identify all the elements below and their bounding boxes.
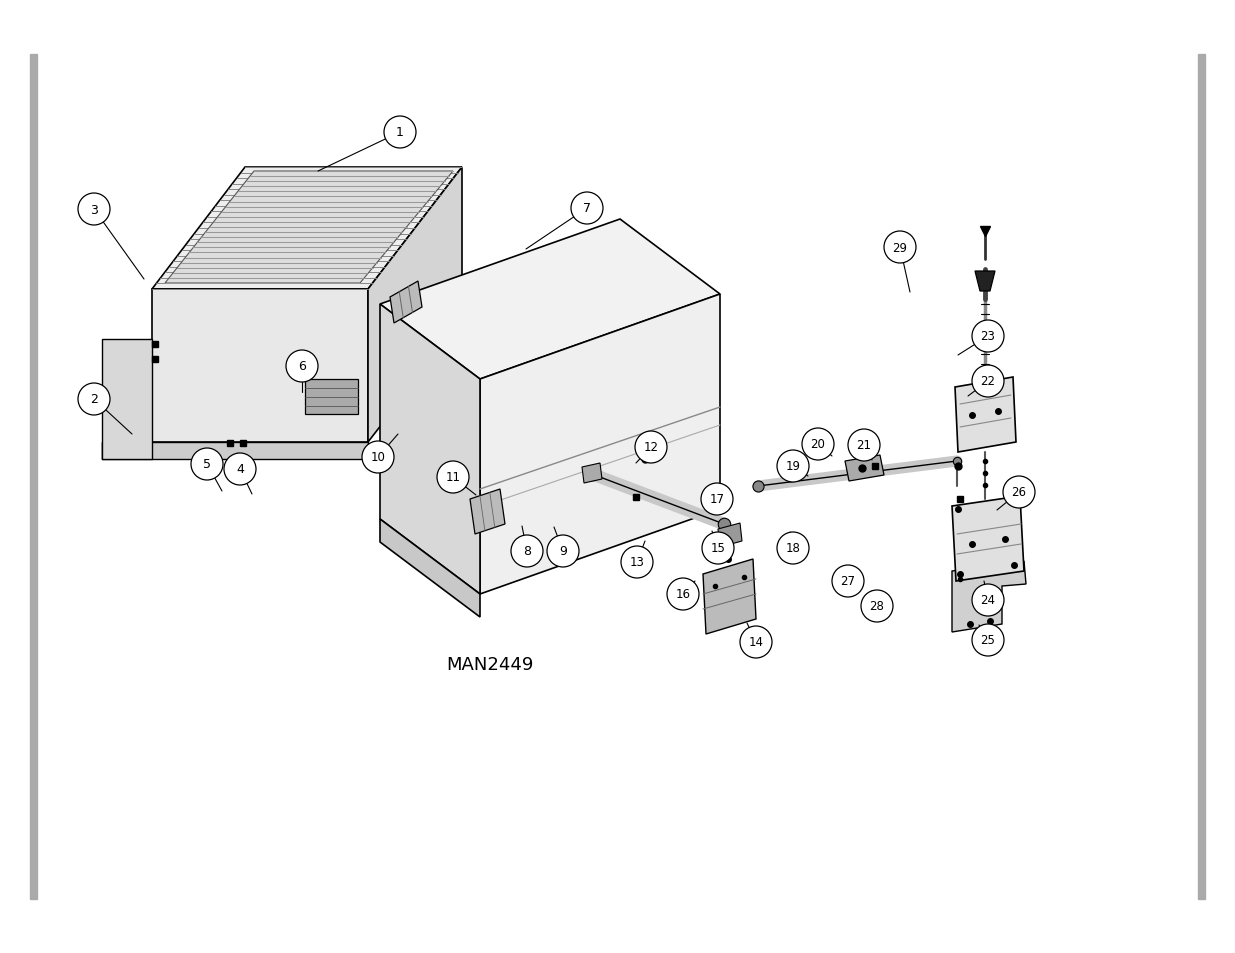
Circle shape — [191, 449, 224, 480]
Text: 27: 27 — [841, 575, 856, 588]
Circle shape — [777, 451, 809, 482]
Circle shape — [972, 584, 1004, 617]
Text: 4: 4 — [236, 463, 245, 476]
Text: 12: 12 — [643, 441, 658, 454]
Polygon shape — [703, 559, 756, 635]
Circle shape — [571, 193, 603, 225]
Polygon shape — [103, 339, 152, 459]
Circle shape — [972, 624, 1004, 657]
Polygon shape — [471, 490, 505, 535]
Circle shape — [884, 232, 916, 264]
Circle shape — [667, 578, 699, 610]
Polygon shape — [368, 168, 462, 442]
Circle shape — [621, 546, 653, 578]
Polygon shape — [103, 442, 368, 459]
Polygon shape — [390, 282, 422, 324]
Circle shape — [777, 533, 809, 564]
Text: 22: 22 — [981, 375, 995, 388]
Polygon shape — [380, 305, 480, 595]
Text: 20: 20 — [810, 438, 825, 451]
Polygon shape — [165, 172, 453, 284]
Text: 26: 26 — [1011, 486, 1026, 499]
Text: 15: 15 — [710, 542, 725, 555]
Text: 28: 28 — [869, 599, 884, 613]
Bar — [30, 55, 37, 899]
Polygon shape — [152, 290, 368, 442]
Circle shape — [384, 117, 416, 149]
Text: 11: 11 — [446, 471, 461, 484]
Polygon shape — [952, 497, 1024, 581]
Text: 3: 3 — [90, 203, 98, 216]
Polygon shape — [974, 272, 995, 292]
Text: 19: 19 — [785, 460, 800, 473]
Text: 16: 16 — [676, 588, 690, 601]
Circle shape — [972, 320, 1004, 353]
Text: 14: 14 — [748, 636, 763, 649]
Text: 9: 9 — [559, 545, 567, 558]
Circle shape — [1003, 476, 1035, 509]
Circle shape — [701, 483, 734, 516]
Circle shape — [740, 626, 772, 659]
Circle shape — [802, 429, 834, 460]
Circle shape — [861, 590, 893, 622]
Text: 2: 2 — [90, 393, 98, 406]
Polygon shape — [152, 168, 462, 290]
Polygon shape — [380, 519, 480, 618]
Circle shape — [78, 193, 110, 226]
Text: MAN2449: MAN2449 — [446, 656, 534, 673]
Text: 29: 29 — [893, 241, 908, 254]
Polygon shape — [952, 561, 1026, 633]
Polygon shape — [718, 523, 742, 547]
Polygon shape — [955, 377, 1016, 453]
Circle shape — [972, 366, 1004, 397]
Circle shape — [511, 536, 543, 567]
Text: 23: 23 — [981, 330, 995, 343]
Circle shape — [362, 441, 394, 474]
Circle shape — [224, 454, 256, 485]
Polygon shape — [305, 379, 358, 415]
Text: 18: 18 — [785, 542, 800, 555]
Text: 5: 5 — [203, 458, 211, 471]
Text: 10: 10 — [370, 451, 385, 464]
Text: 7: 7 — [583, 202, 592, 215]
Circle shape — [701, 533, 734, 564]
Circle shape — [437, 461, 469, 494]
Circle shape — [287, 351, 317, 382]
Text: 1: 1 — [396, 127, 404, 139]
Text: 17: 17 — [709, 493, 725, 506]
Circle shape — [832, 565, 864, 598]
Text: 21: 21 — [857, 439, 872, 452]
Circle shape — [78, 384, 110, 416]
Text: 13: 13 — [630, 556, 645, 569]
Circle shape — [635, 432, 667, 463]
Polygon shape — [845, 456, 884, 481]
Text: 24: 24 — [981, 594, 995, 607]
Circle shape — [848, 430, 881, 461]
Polygon shape — [380, 220, 720, 379]
Text: 8: 8 — [522, 545, 531, 558]
Bar — [1198, 55, 1205, 899]
Text: 6: 6 — [298, 360, 306, 374]
Text: 25: 25 — [981, 634, 995, 647]
Circle shape — [547, 536, 579, 567]
Polygon shape — [582, 463, 601, 483]
Polygon shape — [480, 294, 720, 595]
